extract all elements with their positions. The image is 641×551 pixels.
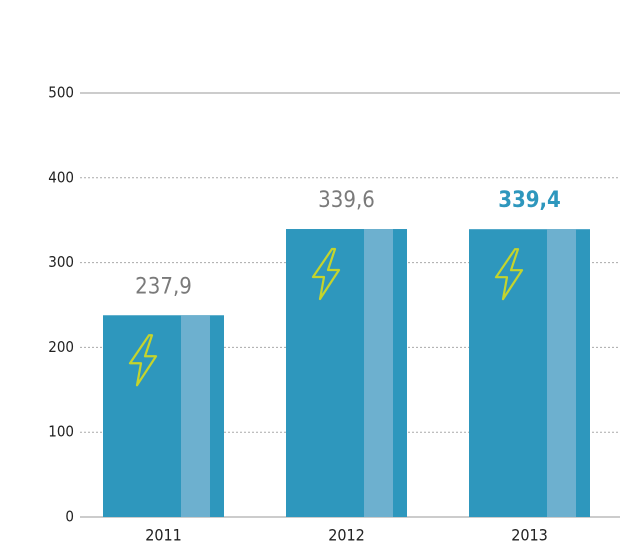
icon	[311, 247, 341, 301]
icon	[128, 334, 158, 387]
value-label: 339,4	[498, 188, 561, 213]
y-tick-label: 300	[48, 253, 74, 271]
value-label: 237,9	[135, 274, 192, 299]
y-tick-label: 400	[48, 168, 74, 186]
bar-highlight	[364, 229, 393, 517]
x-tick-label: 2011	[145, 526, 182, 545]
value-label: 339,6	[318, 188, 375, 213]
x-tick-label: 2012	[328, 526, 365, 545]
y-tick-label: 200	[48, 338, 74, 356]
bar-highlight	[181, 315, 210, 517]
y-tick-label: 500	[48, 84, 74, 102]
bar-highlight	[547, 229, 576, 518]
y-tick-label: 0	[65, 508, 74, 526]
icon	[494, 248, 524, 301]
y-tick-label: 100	[48, 423, 74, 441]
x-tick-label: 2013	[511, 526, 548, 545]
